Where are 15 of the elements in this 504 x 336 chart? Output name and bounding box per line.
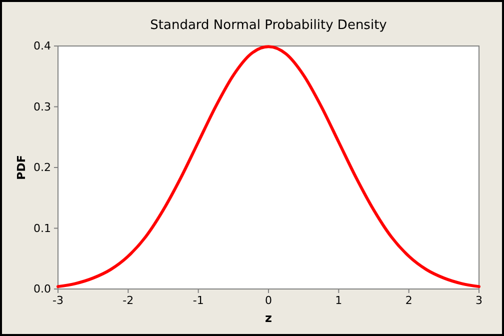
y-tick-label: 0.1 [34,222,51,235]
x-tick-label: 3 [476,294,482,307]
x-tick-label: -1 [192,294,204,307]
x-tick-label: 1 [335,294,342,307]
y-axis-title: PDF [15,155,28,180]
y-tick-label: 0.0 [34,282,51,296]
x-tick-label: -3 [52,294,64,307]
y-tick-label: 0.2 [34,161,51,174]
x-tick-label: 2 [405,294,412,307]
y-tick-label: 0.3 [34,100,51,114]
y-tick-label: 0.4 [34,40,51,53]
x-tick-label: -2 [122,294,134,307]
chart-title: Standard Normal Probability Density [150,18,388,33]
x-axis-title: z [265,311,272,325]
x-tick-label: 0 [265,294,272,307]
